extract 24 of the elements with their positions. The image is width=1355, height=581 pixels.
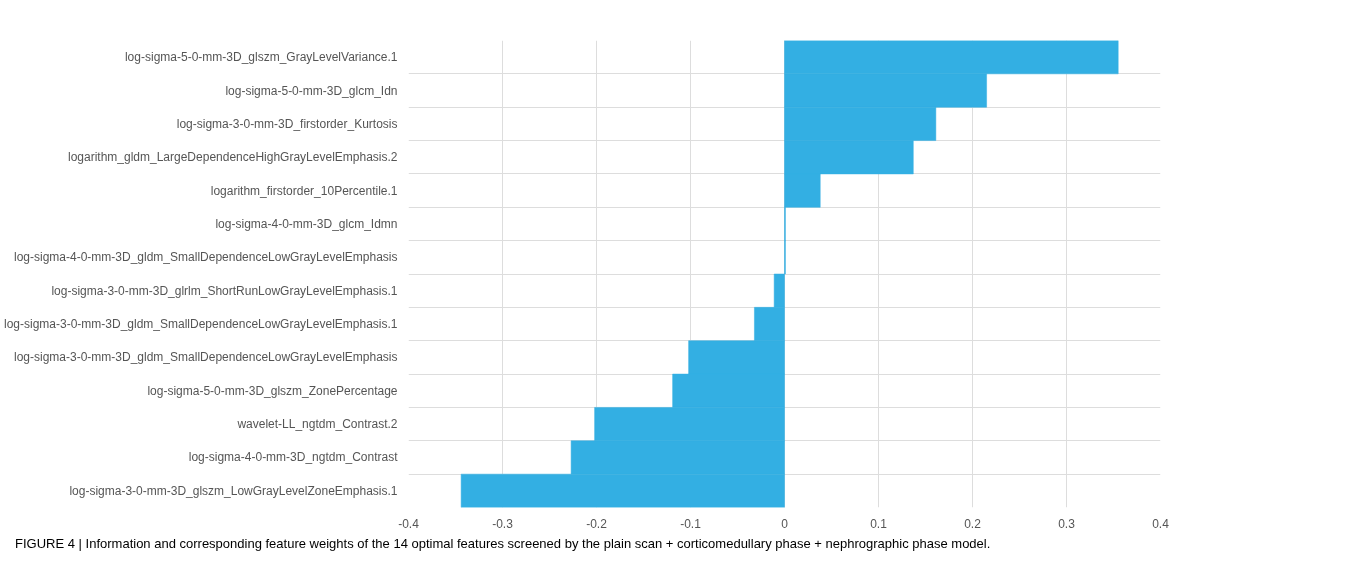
- x-tick-label: -0.2: [586, 516, 608, 531]
- y-tick-label: log-sigma-3-0-mm-3D_gldm_SmallDependenceLowGrayLevelEmphasis.1: [4, 317, 398, 332]
- y-tick-label: wavelet-LL_ngtdm_Contrast.2: [236, 417, 398, 432]
- y-tick-label: log-sigma-3-0-mm-3D_glrlm_ShortRunLowGrayLevelEmphasis.1: [51, 283, 398, 298]
- y-tick-label: log-sigma-5-0-mm-3D_glcm_Idn: [225, 83, 398, 98]
- x-tick-label: 0.3: [1058, 516, 1076, 531]
- y-tick-label: logarithm_firstorder_10Percentile.1: [210, 183, 398, 198]
- x-tick-label: 0.1: [870, 516, 888, 531]
- y-tick-label: log-sigma-5-0-mm-3D_glszm_ZonePercentage: [147, 383, 398, 398]
- x-tick-label: 0.2: [964, 516, 982, 531]
- y-tick-label: log-sigma-5-0-mm-3D_glszm_GrayLevelVariance.1: [124, 50, 398, 65]
- x-tick-label: -0.3: [492, 516, 514, 531]
- x-tick-label: 0: [781, 516, 789, 531]
- x-tick-label: 0.4: [1152, 516, 1170, 531]
- y-tick-label: log-sigma-3-0-mm-3D_glszm_LowGrayLevelZoneEmphasis.1: [69, 483, 398, 498]
- caption: FIGURE 4 | Information and corresponding feature weights of the 14 optimal features screened by the plain scan + corticomedullary phase + nephrographic phase model.: [15, 535, 991, 553]
- y-tick-label: logarithm_gldm_LargeDependenceHighGrayLevelEmphasis.2: [67, 150, 398, 165]
- y-tick-label: log-sigma-3-0-mm-3D_firstorder_Kurtosis: [176, 116, 398, 131]
- x-tick-label: -0.4: [398, 516, 420, 531]
- y-tick-label: log-sigma-4-0-mm-3D_glcm_Idmn: [215, 216, 398, 231]
- y-tick-label: log-sigma-4-0-mm-3D_gldm_SmallDependenceLowGrayLevelEmphasis: [14, 250, 398, 265]
- y-tick-label: log-sigma-4-0-mm-3D_ngtdm_Contrast: [188, 450, 399, 465]
- y-tick-label: log-sigma-3-0-mm-3D_gldm_SmallDependenceLowGrayLevelEmphasis: [14, 350, 398, 365]
- x-tick-label: -0.1: [680, 516, 702, 531]
